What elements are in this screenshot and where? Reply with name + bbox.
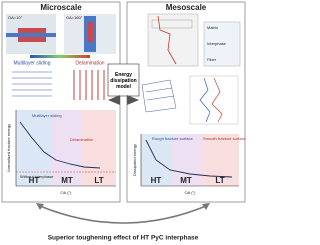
profile-plot [189,75,239,125]
delamination-sketch [73,70,105,100]
layer [151,19,193,29]
footer-text: Superior toughening effect of HT PyC int… [48,235,199,242]
arrow [108,95,120,105]
zone-label: MT [180,176,192,185]
zone-label: LT [215,176,224,185]
image-label: OA=10° [8,15,23,20]
layer-label: Fiber [207,57,217,62]
annotation: Smooth fracture surface [203,136,246,141]
crack-path [157,15,177,65]
mechanism-sketch [141,79,177,113]
trend-line [145,139,233,178]
x-axis-label: OA (°) [185,190,197,195]
x-axis-label: OA (°) [61,190,73,195]
sim-crack [6,33,56,37]
sliding-sketch [12,71,52,97]
legend-box [203,21,241,67]
annotation: Delamination [70,137,93,142]
layer-label: Interphase [207,41,227,46]
figure: Microscale Mesoscale OA=10° OA=160° Mult… [1,1,246,242]
sim-crack [88,22,93,42]
mechanism-label: Delamination [75,60,104,66]
mechanism-label: Multilayer sliding [14,60,51,66]
zone-mt [52,110,82,186]
zone-label: HT [29,176,40,185]
zone-lt [82,110,116,186]
zone-ht [16,110,52,186]
zone-label: MT [61,176,73,185]
footer-arrow [39,205,207,224]
arrowhead [36,203,44,210]
arrow [127,95,139,105]
annotation: Rough fracture surface [152,136,193,141]
zone-label: LT [94,176,103,185]
annotation: Without interphase [20,174,54,179]
center-label: Energy dissipation model [110,72,137,90]
annotation: Multilayer sliding [32,113,62,118]
zone-mt [171,134,201,186]
y-axis-label: Dissipated energy [132,144,137,176]
zone-lt [201,134,239,186]
panel-title: Mesoscale [166,3,207,12]
zone-label: HT [151,176,162,185]
image-label: OA=160° [66,15,83,20]
center-label-box: Energy dissipation model [110,72,137,90]
center-box [107,63,140,97]
y-axis-label: Normalized fracture energy [6,124,11,172]
schematic [147,13,199,67]
panel-title: Microscale [40,3,82,12]
arrowhead [202,203,210,210]
layer-label: Matrix [207,25,218,30]
trend-line [19,121,101,169]
colorbar [30,55,90,58]
